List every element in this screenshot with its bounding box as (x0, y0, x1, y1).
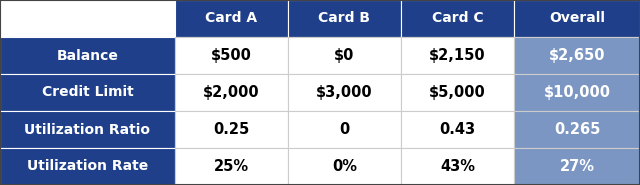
Text: 0.25: 0.25 (213, 122, 250, 137)
Text: $2,000: $2,000 (203, 85, 260, 100)
Bar (401, 74, 514, 111)
Bar (0, 74, 175, 111)
Text: $500: $500 (211, 48, 252, 63)
Bar (401, 111, 514, 148)
Text: $0: $0 (334, 48, 355, 63)
Bar (401, 37, 514, 74)
Text: $10,000: $10,000 (543, 85, 611, 100)
Bar (514, 148, 640, 185)
Text: Card A: Card A (205, 11, 257, 26)
Text: 27%: 27% (559, 159, 595, 174)
Text: $3,000: $3,000 (316, 85, 373, 100)
Bar (0, 0, 175, 37)
Text: $5,000: $5,000 (429, 85, 486, 100)
Text: Credit Limit: Credit Limit (42, 85, 133, 100)
Bar (401, 0, 514, 37)
Bar (514, 111, 640, 148)
Bar (288, 37, 401, 74)
Bar (288, 111, 401, 148)
Text: $2,650: $2,650 (548, 48, 605, 63)
Bar (514, 0, 640, 37)
Text: $2,150: $2,150 (429, 48, 486, 63)
Bar (0, 111, 175, 148)
Bar (175, 37, 288, 74)
Bar (401, 148, 514, 185)
Bar (175, 148, 288, 185)
Bar (288, 74, 401, 111)
Text: 43%: 43% (440, 159, 475, 174)
Text: Utilization Rate: Utilization Rate (27, 159, 148, 174)
Bar (288, 148, 401, 185)
Text: Card B: Card B (319, 11, 371, 26)
Text: Balance: Balance (56, 48, 118, 63)
Text: 0.43: 0.43 (440, 122, 476, 137)
Text: 0: 0 (339, 122, 349, 137)
Bar (288, 0, 401, 37)
Text: Card C: Card C (432, 11, 483, 26)
Bar (0, 148, 175, 185)
Bar (514, 37, 640, 74)
Bar (175, 111, 288, 148)
Bar (514, 74, 640, 111)
Text: 0%: 0% (332, 159, 357, 174)
Text: 25%: 25% (214, 159, 249, 174)
Bar (175, 0, 288, 37)
Text: 0.265: 0.265 (554, 122, 600, 137)
Text: Overall: Overall (549, 11, 605, 26)
Bar (0, 37, 175, 74)
Text: Utilization Ratio: Utilization Ratio (24, 122, 150, 137)
Bar (175, 74, 288, 111)
